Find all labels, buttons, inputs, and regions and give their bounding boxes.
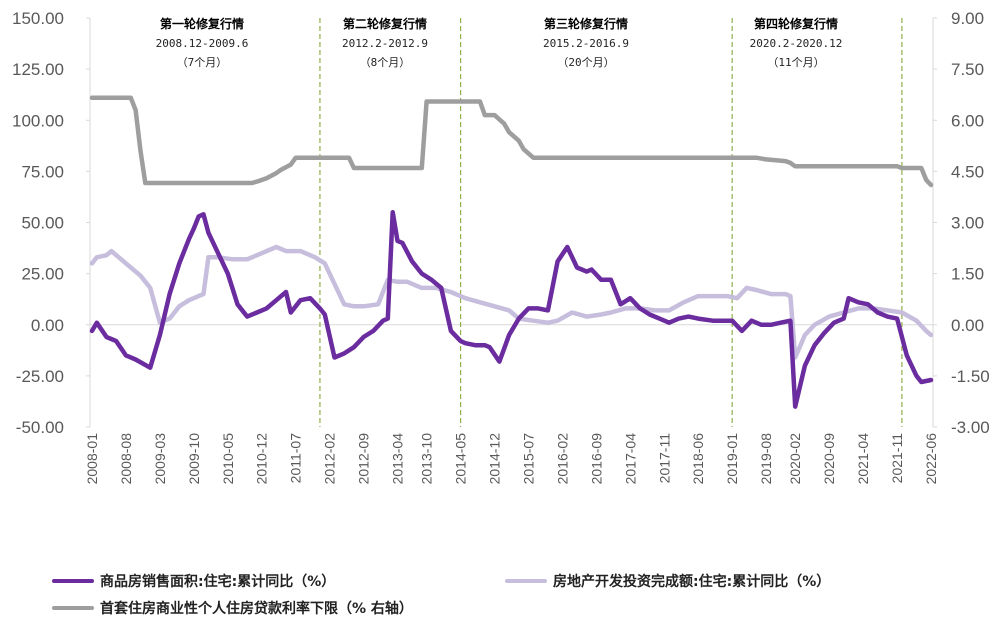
left-tick-label: 25.00 — [21, 265, 64, 284]
x-tick-label: 2010-05 — [220, 433, 236, 485]
x-tick-label: 2018-06 — [690, 433, 706, 485]
legend-swatch-lavender-icon — [505, 579, 547, 583]
x-tick-label: 2008-01 — [84, 433, 100, 485]
series-line-0 — [89, 210, 934, 409]
left-tick-label: -25.00 — [16, 367, 64, 386]
right-tick-label: -3.00 — [951, 418, 990, 437]
left-tick-label: 50.00 — [21, 214, 64, 233]
x-tick-label: 2013-04 — [390, 433, 406, 485]
legend-item-investment: 房地产开发投资完成额:住宅:累计同比（%） — [505, 571, 830, 591]
right-tick-label: 1.50 — [951, 265, 984, 284]
x-tick-label: 2012-02 — [322, 433, 338, 485]
annotation-duration: （11个月） — [767, 56, 824, 69]
legend-item-sales-area: 商品房销售面积:住宅:累计同比（%） — [52, 571, 335, 591]
annotation-period: 2015.2-2016.9 — [543, 37, 629, 50]
legend-swatch-purple-icon — [52, 579, 94, 583]
axes: 150.00 125.00 100.00 75.00 50.00 25.00 0.00 -25… — [12, 9, 990, 484]
x-tick-label: 2017-04 — [622, 433, 638, 485]
legend-label: 商品房销售面积:住宅:累计同比（%） — [100, 574, 336, 590]
x-tick-label: 2012-09 — [356, 433, 372, 485]
legend-swatch-gray-icon — [52, 606, 94, 610]
x-tick-label: 2016-02 — [554, 433, 570, 485]
x-tick-label: 2013-10 — [419, 433, 435, 485]
right-tick-label: -1.50 — [951, 367, 990, 386]
x-tick-label: 2019-08 — [758, 433, 774, 485]
x-tick-label: 2009-03 — [152, 433, 168, 485]
x-tick-label: 2015-07 — [520, 433, 536, 485]
series-lines — [89, 95, 934, 409]
right-tick-label: 9.00 — [951, 9, 984, 28]
annotation-duration: （8个月） — [360, 56, 411, 69]
annotation-title: 第一轮修复行情 — [160, 16, 244, 31]
annotation-title: 第二轮修复行情 — [343, 16, 427, 31]
left-tick-label: 0.00 — [31, 316, 64, 335]
annotation-duration: （20个月） — [557, 56, 614, 69]
x-tick-label: 2016-09 — [588, 433, 604, 485]
x-tick-label: 2008-08 — [118, 433, 134, 485]
x-tick-label: 2014-05 — [453, 433, 469, 485]
x-tick-label: 2011-07 — [288, 433, 304, 484]
annotation-duration: （7个月） — [177, 56, 228, 69]
legend-label: 首套住房商业性个人住房贷款利率下限（% 右轴） — [100, 601, 413, 617]
annotation-title: 第四轮修复行情 — [754, 16, 838, 31]
x-tick-label: 2009-10 — [186, 433, 202, 485]
right-tick-label: 6.00 — [951, 111, 984, 130]
x-tick-label: 2019-01 — [724, 433, 740, 485]
annotation-period: 2008.12-2009.6 — [156, 37, 249, 50]
repair-period-dividers — [319, 18, 903, 427]
legend-label: 房地产开发投资完成额:住宅:累计同比（%） — [553, 574, 831, 590]
series-line-1 — [89, 244, 934, 360]
x-tick-label: 2020-02 — [787, 433, 803, 485]
x-tick-label: 2014-12 — [487, 433, 503, 485]
right-tick-label: 7.50 — [951, 60, 984, 79]
annotation-period: 2012.2-2012.9 — [342, 37, 428, 50]
left-tick-label: 150.00 — [12, 9, 64, 28]
x-tick-label: 2017-11 — [656, 433, 672, 484]
right-tick-label: 0.00 — [951, 316, 984, 335]
right-tick-label: 3.00 — [951, 214, 984, 233]
legend-item-mortgage-rate: 首套住房商业性个人住房贷款利率下限（% 右轴） — [52, 598, 413, 618]
right-tick-label: 4.50 — [951, 162, 984, 181]
x-tick-label: 2021-04 — [855, 433, 871, 485]
left-tick-label: -50.00 — [16, 418, 64, 437]
left-tick-label: 100.00 — [12, 111, 64, 130]
left-tick-label: 125.00 — [12, 60, 64, 79]
left-tick-label: 75.00 — [21, 162, 64, 181]
x-tick-label: 2020-09 — [821, 433, 837, 485]
annotation-title: 第三轮修复行情 — [544, 16, 628, 31]
repair-period-annotations: 第一轮修复行情 2008.12-2009.6 （7个月） 第二轮修复行情 2012.2-… — [156, 16, 843, 69]
x-tick-label: 2021-11 — [889, 433, 905, 484]
series-line-2 — [89, 95, 934, 188]
annotation-period: 2020.2-2020.12 — [750, 37, 843, 50]
x-tick-label: 2022-06 — [923, 433, 939, 485]
x-tick-label: 2010-12 — [254, 433, 270, 485]
